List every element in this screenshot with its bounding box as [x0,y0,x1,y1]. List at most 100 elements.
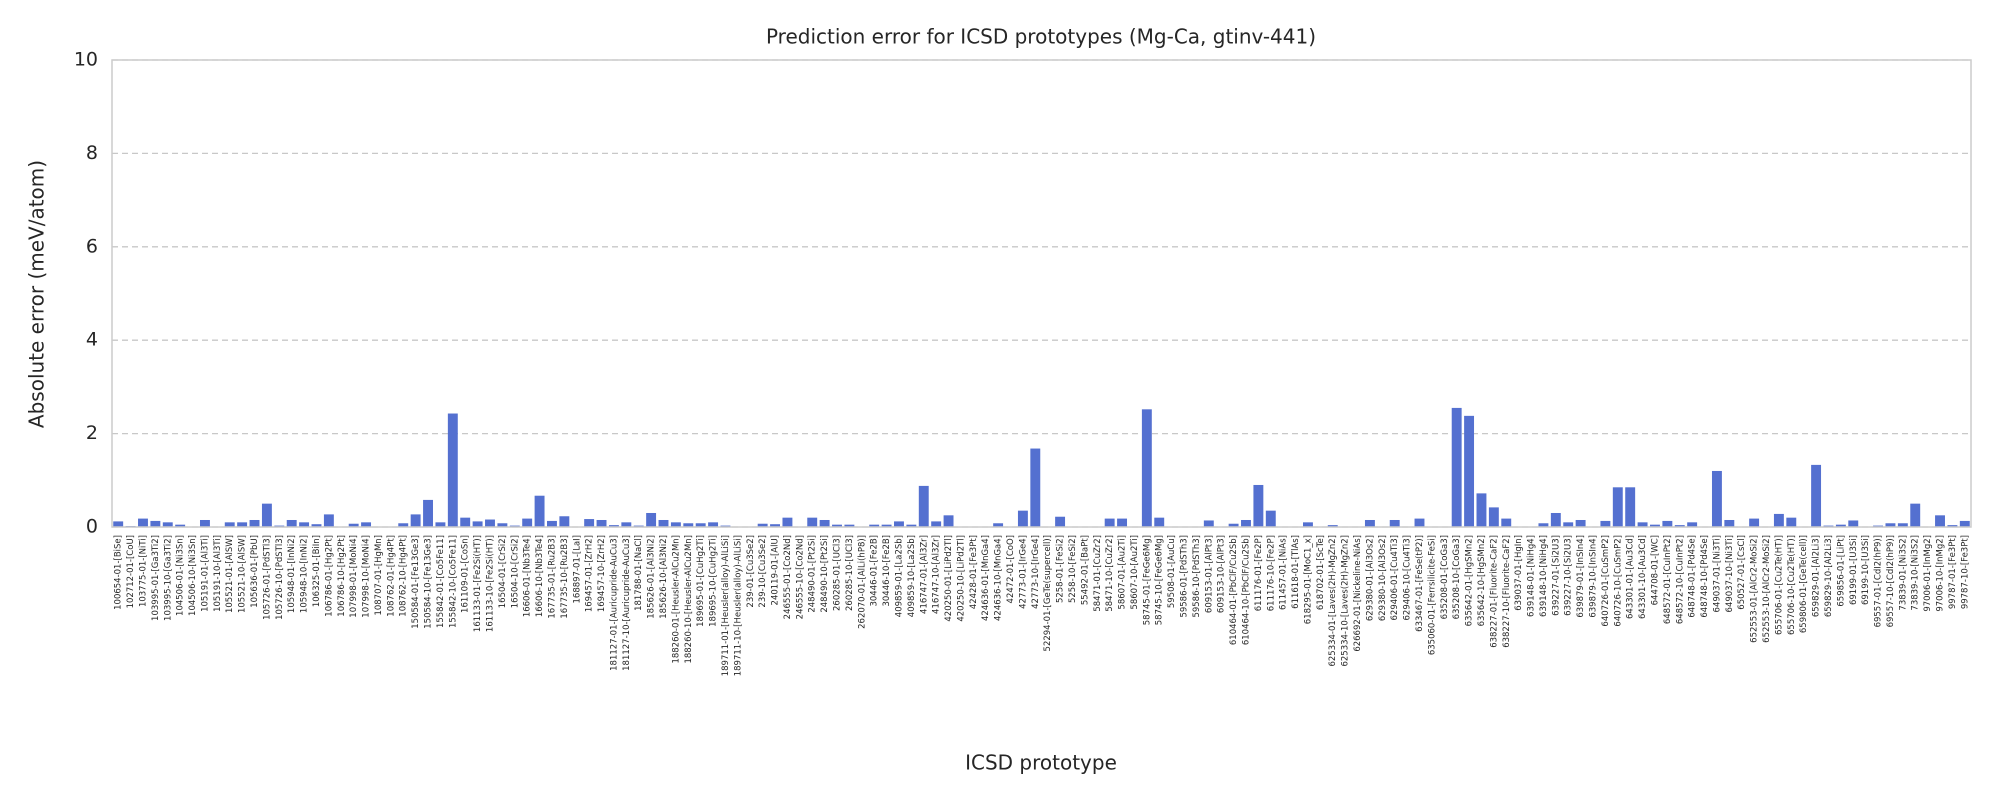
x-tick-label: 420250-10-[LiPd2Tl] [956,535,966,622]
bar [869,524,880,527]
bar [1563,522,1574,527]
bar [1835,524,1846,527]
x-tick-label: 639148-10-[NiHg4] [1539,535,1549,617]
bar [1451,407,1462,527]
bar [522,518,533,527]
x-tick-label: 106786-10-[Hg2Pt] [337,535,347,617]
y-tick-label: 6 [86,235,98,257]
x-tick-label: 52294-01-[GeTe(supercell)] [1043,535,1053,651]
bar [138,518,148,527]
x-tick-label: 188260-10-[Heusler-AlCu2Mn] [684,535,694,664]
x-tick-label: 649037-01-[Ni3Ti] [1712,535,1722,612]
x-tick-label: 648572-01-[CuInPt2] [1663,535,1673,624]
bar [819,519,830,527]
x-tick-label: 161133-01-[Fe2Si(HT)] [473,535,483,632]
x-tick-label: 638227-01-[Fluorite-CaF2] [1489,535,1499,648]
bar [1897,523,1908,527]
x-tick-label: 240119-01-[AlU] [771,535,781,605]
x-axis-label: ICSD prototype [965,751,1117,775]
x-tick-label: 58471-01-[CuZr2] [1093,535,1103,612]
x-tick-label: 185626-10-[Al3Ni2] [659,535,669,619]
bar [1935,515,1945,527]
bar [1538,523,1549,527]
bar [770,524,781,527]
x-tick-label: 161109-01-[CoSn] [461,535,471,613]
x-tick-label: 262070-01-[AlLi(hP8)] [857,535,867,629]
x-tick-label: 648748-10-[Pd4Se] [1700,535,1710,618]
bar [646,512,657,527]
x-tick-label: 618702-01-[ScTe] [1316,535,1326,610]
bar [1575,519,1586,527]
x-tick-label: 168897-01-[LaI] [572,535,582,603]
bar [708,522,719,527]
x-tick-label: 629380-10-[Al3Os2] [1378,535,1388,621]
x-tick-label: 104506-10-[Ni3Sn] [188,535,198,616]
x-tick-label: 16504-01-[CrSi2] [498,535,508,608]
x-tick-label: 69199-10-[U3Si] [1861,535,1871,605]
x-tick-label: 248490-01-[Pt2Si] [808,535,818,613]
x-tick-label: 416747-10-[Al3Zr] [932,535,942,614]
x-tick-label: 659829-10-[Al2Li3] [1824,535,1834,617]
x-tick-label: 99787-01-[Fe3Pt] [1948,535,1958,609]
x-tick-label: 409859-01-[La2Sb] [894,535,904,617]
bar [1055,516,1066,527]
bar [1674,525,1685,527]
bar [559,516,570,527]
bar [261,503,272,527]
bar [199,519,210,527]
x-tick-label: 648748-01-[Pd4Se] [1688,535,1698,618]
x-tick-label: 97006-01-[InMg2] [1923,535,1933,612]
chart-title: Prediction error for ICSD prototypes (Mg… [766,25,1316,49]
y-tick-label: 0 [86,516,98,538]
y-tick-label: 8 [86,142,98,164]
x-tick-label: 105948-10-[InNi2] [300,535,310,613]
x-tick-label: 103995-10-[Ga3Ti2] [163,535,173,621]
x-tick-label: 150584-10-[Fe13Ge3] [424,535,434,629]
x-tick-label: 16504-10-[CrSi2] [510,535,520,608]
bar [844,524,855,527]
bar [1241,519,1251,527]
bar [1030,448,1041,527]
x-tick-label: 69557-10-[CdI2(hP9)] [1886,535,1896,627]
x-tick-label: 659806-01-[GeTe(cell)] [1799,535,1809,633]
x-tick-label: 69199-01-[U3Si] [1849,535,1859,605]
x-tick-label: 59586-10-[PdSTh3] [1192,535,1202,618]
x-tick-label: 55492-01-[BaPt] [1080,535,1090,605]
x-tick-label: 106786-01-[Hg2Pt] [324,535,334,617]
x-tick-label: 643301-10-[Au3Cd] [1638,535,1648,619]
x-tick-label: 5258-01-[FeSi2] [1056,535,1066,603]
bar [1414,518,1425,527]
plot-frame [111,59,1972,528]
x-tick-label: 42773-10-[IrGe4] [1031,535,1041,609]
x-tick-label: 639879-10-[InSIn4] [1589,535,1599,618]
bar [534,495,545,527]
x-tick-label: 99787-10-[Fe3Pt] [1960,535,1970,609]
x-tick-label: 629406-01-[Cu4Ti3] [1390,535,1400,620]
x-tick-label: 100654-01-[BiSe] [114,535,124,610]
bar [918,485,929,527]
x-tick-label: 260285-10-[UCl3] [845,535,855,611]
x-tick-label: 609153-01-[AlPt3] [1204,535,1214,613]
x-tick-label: 42472-01-[CoO] [1006,535,1016,603]
x-tick-label: 42773-01-[IrGe4] [1018,535,1028,609]
x-tick-label: 629406-10-[Cu4Ti3] [1403,535,1413,620]
x-tick-label: 649037-10-[Ni3Ti] [1725,535,1735,612]
x-tick-label: 150584-01-[Fe13Ge3] [411,535,421,629]
bar [782,517,793,527]
bar [460,517,471,527]
bar [894,521,904,527]
x-tick-label: 58607-01-[Au2Ti] [1118,535,1128,610]
bar [670,522,681,527]
x-tick-label: 655706-10-[Cu2Te(HT)] [1787,535,1797,635]
bar [361,522,372,527]
x-tick-label: 635060-01-[Ferrsilicite-FeSi] [1427,535,1437,655]
bar [1228,523,1239,527]
bar [1811,464,1822,527]
bar [1711,470,1722,527]
x-tick-label: 611618-01-[TlAs] [1291,535,1301,609]
bar [695,523,706,527]
bar [621,522,632,527]
x-tick-label: 105726-10-[PdSTl3] [275,535,285,620]
x-tick-label: 161133-10-[Fe2Si(HT)] [485,535,495,632]
